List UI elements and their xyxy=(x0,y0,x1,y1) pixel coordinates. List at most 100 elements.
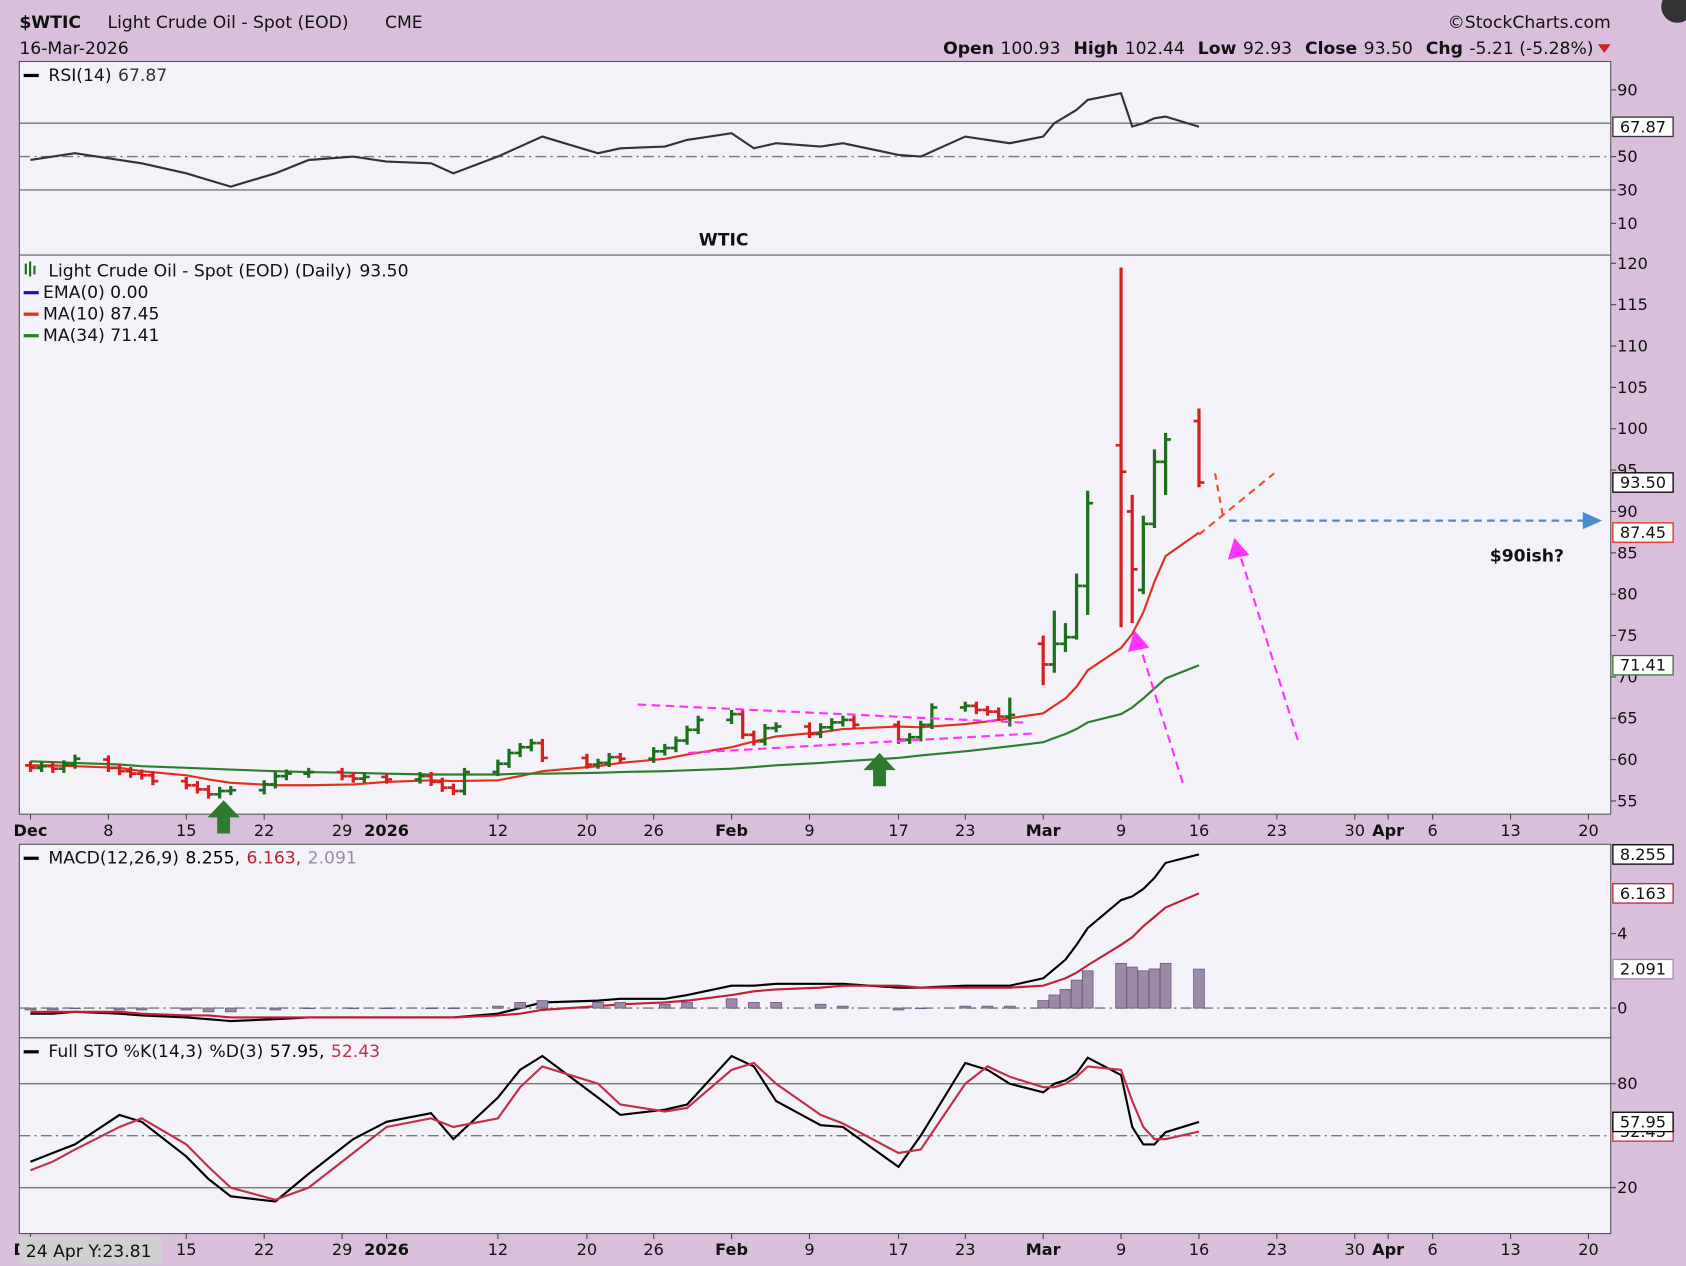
y-tick-label: 55 xyxy=(1617,791,1637,810)
y-tick-label: 110 xyxy=(1617,337,1648,356)
histogram-bar xyxy=(447,1007,460,1010)
date: 16-Mar-2026 xyxy=(19,39,128,59)
quote-label: Open xyxy=(943,39,994,59)
x-tick-label: 12 xyxy=(488,821,509,840)
x-tick-label: 30 xyxy=(1345,1240,1365,1259)
x-tick-label: 6 xyxy=(1428,821,1438,840)
x-tick-label: 20 xyxy=(1578,821,1598,840)
legend-value: 0.00 xyxy=(110,283,148,303)
panel-group: 2080Dec1522292026122026Feb91723Mar916233… xyxy=(14,1037,1674,1259)
plot-area xyxy=(19,1054,1611,1203)
y-tick-label: 50 xyxy=(1617,147,1637,166)
legend-name: EMA(0) xyxy=(43,283,105,303)
series-line xyxy=(30,91,1200,188)
trend-line xyxy=(1198,472,1275,536)
histogram-bar xyxy=(1081,970,1094,1009)
legend-name: MA(34) xyxy=(43,326,105,346)
value-box-label: 2.091 xyxy=(1620,960,1666,979)
value-box-label: 93.50 xyxy=(1620,473,1666,492)
x-tick-label: Apr xyxy=(1372,821,1404,840)
x-tick-label: Feb xyxy=(715,1240,748,1259)
x-tick-label: 20 xyxy=(577,1240,598,1259)
histogram-bar xyxy=(24,1007,37,1011)
panel xyxy=(18,843,1612,1039)
histogram-bar xyxy=(725,998,738,1009)
x-tick-label: 26 xyxy=(643,1240,664,1259)
histogram-bar xyxy=(1037,1000,1049,1009)
y-tick-label: 60 xyxy=(1617,750,1637,769)
x-tick-label: 2026 xyxy=(364,1240,409,1259)
histogram-bar xyxy=(514,1002,526,1009)
arrow-head xyxy=(1582,512,1603,530)
histogram-bar xyxy=(814,1003,827,1009)
value-box-label: 57.95 xyxy=(1620,1112,1666,1131)
histogram-bar xyxy=(380,1007,393,1010)
close-button[interactable] xyxy=(1661,0,1686,23)
value-box xyxy=(1612,958,1674,980)
x-tick-label: 23 xyxy=(955,821,976,840)
y-tick-label: 65 xyxy=(1617,709,1637,728)
y-tick-label: 75 xyxy=(1617,626,1637,645)
legend-name: RSI(14) xyxy=(48,66,111,86)
arrow-head xyxy=(1227,537,1250,560)
series-line xyxy=(30,1054,1200,1203)
legend-value: 57.95 xyxy=(270,1042,319,1062)
legend: MACD(12,26,9) 8.255, 6.163, 2.091 xyxy=(48,849,356,869)
legend: MA(10) 87.45 xyxy=(43,305,159,325)
x-tick-label: Mar xyxy=(1026,821,1061,840)
symbol: $WTIC xyxy=(19,13,81,33)
quote-label: Chg xyxy=(1426,39,1463,59)
x-tick-label: 2026 xyxy=(364,821,409,840)
legend-value: 71.41 xyxy=(110,326,159,346)
y-tick-label: 100 xyxy=(1617,419,1648,438)
y-tick-label: 85 xyxy=(1617,543,1637,562)
y-tick-label: 90 xyxy=(1617,80,1637,99)
x-tick-label: 17 xyxy=(888,821,909,840)
histogram-bar xyxy=(1126,966,1139,1009)
legend-name: MA(10) xyxy=(43,305,105,325)
y-tick-label: 30 xyxy=(1617,180,1637,199)
y-tick-label: 4 xyxy=(1617,924,1627,943)
value-box xyxy=(1612,116,1674,138)
cursor-readout: 24 Apr Y:23.81 xyxy=(26,1242,152,1262)
quote-label: High xyxy=(1073,39,1118,59)
x-tick-label: 22 xyxy=(254,821,275,840)
histogram-bar xyxy=(1148,968,1161,1009)
exchange: CME xyxy=(385,13,423,33)
x-tick-label: 26 xyxy=(643,821,664,840)
x-tick-label: 8 xyxy=(103,821,113,840)
x-tick-label: 6 xyxy=(1428,1240,1438,1259)
x-tick-label: Mar xyxy=(1026,1240,1061,1259)
y-tick-label: 90 xyxy=(1617,502,1637,521)
histogram-bar xyxy=(302,1007,315,1010)
x-tick-label: Feb xyxy=(715,821,748,840)
plot-area xyxy=(25,267,1205,799)
histogram-bar xyxy=(681,1002,693,1009)
x-tick-label: 16 xyxy=(1189,1240,1210,1259)
quote-value: 92.93 xyxy=(1243,39,1292,59)
y-tick-label: 10 xyxy=(1617,214,1637,233)
series-line xyxy=(30,1061,1200,1201)
x-tick-label: 9 xyxy=(1116,1240,1126,1259)
x-tick-label: 23 xyxy=(1267,1240,1288,1259)
histogram-bar xyxy=(69,1007,81,1010)
x-tick-label: 12 xyxy=(488,1240,509,1259)
y-tick-label: 105 xyxy=(1617,378,1648,397)
legend-value: 8.255 xyxy=(185,849,234,869)
histogram-bar xyxy=(269,1007,282,1011)
legend-separator: , xyxy=(319,1042,324,1062)
histogram-bar xyxy=(46,1007,59,1011)
value-box-label: 67.87 xyxy=(1620,117,1666,136)
legend-separator: , xyxy=(235,849,240,869)
x-tick-label: 29 xyxy=(332,1240,353,1259)
quote: Open 100.93 High 102.44 Low 92.93 Close 93.50 Ch… xyxy=(943,39,1593,59)
legend-separator: , xyxy=(296,849,301,869)
y-tick-label: 115 xyxy=(1617,295,1648,314)
x-tick-label: 15 xyxy=(176,1240,197,1259)
histogram-bar xyxy=(748,1002,760,1009)
series-line xyxy=(30,892,1200,1019)
y-tick-label: 20 xyxy=(1617,1178,1637,1197)
legend: EMA(0) 0.00 xyxy=(43,283,148,303)
